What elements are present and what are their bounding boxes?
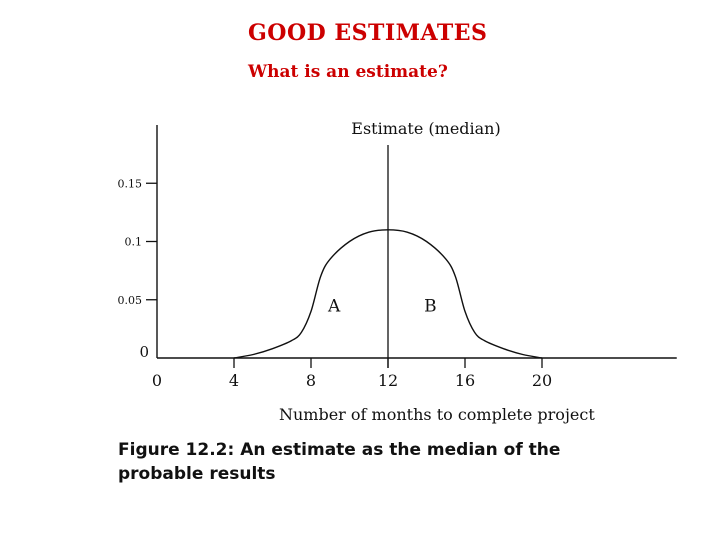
x-tick-label: 20 xyxy=(532,371,552,390)
y-tick-label: 0 xyxy=(139,343,149,361)
y-tick-label: 0.1 xyxy=(125,236,143,249)
slide-title: GOOD ESTIMATES xyxy=(248,20,488,46)
chart-title: Estimate (median) xyxy=(351,119,500,138)
slide-subtitle: What is an estimate? xyxy=(248,62,448,82)
region-label-a: A xyxy=(327,297,341,317)
y-tick-label: 0.15 xyxy=(118,177,143,190)
figure-caption: Figure 12.2: An estimate as the median o… xyxy=(118,440,561,484)
y-tick-label: 0.05 xyxy=(118,294,143,307)
x-tick-label: 16 xyxy=(455,371,475,390)
distribution-curve xyxy=(233,229,543,359)
x-tick-label: 0 xyxy=(152,371,162,390)
region-label-b: B xyxy=(424,297,437,317)
x-tick-label: 8 xyxy=(306,371,316,390)
x-tick-label: 4 xyxy=(229,371,239,390)
x-tick-label: 12 xyxy=(378,371,398,390)
x-axis-label: Number of months to complete project xyxy=(279,405,595,424)
